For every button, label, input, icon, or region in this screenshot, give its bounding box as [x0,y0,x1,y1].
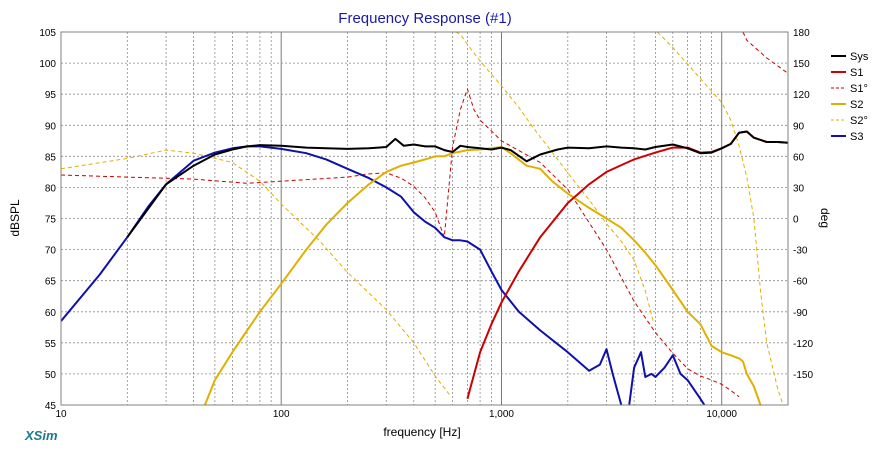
x-axis-label: frequency [Hz] [383,425,460,439]
y2-axis-ticks: -150 -120 -90 -60 -30 0 30 60 90 120 150 180 [793,28,813,381]
legend-entry: S1° [850,83,868,95]
legend-entry: S1 [850,67,863,79]
series-line-s2 [203,146,762,405]
y2-tick-label: -30 [793,246,808,257]
y-tick-label: 75 [45,215,57,226]
y2-tick-label: 150 [793,59,810,70]
chart-title: Frequency Response (#1) [338,10,511,27]
x-tick-label: 10,000 [706,409,737,420]
y2-tick-label: 120 [793,90,810,101]
x-tick-label: 1,000 [489,409,514,420]
y2-tick-label: -90 [793,308,808,319]
y-tick-label: 45 [45,401,57,412]
y-tick-label: 55 [45,339,57,350]
y2-axis-label: deg [818,208,832,228]
y-tick-label: 60 [45,308,57,319]
legend-entry: Sys [850,51,869,63]
y-tick-label: 80 [45,183,57,194]
y-tick-label: 90 [45,121,57,132]
y-tick-label: 65 [45,277,57,288]
y2-tick-label: 0 [793,215,799,226]
y-tick-label: 95 [45,90,57,101]
y2-tick-label: -150 [793,370,813,381]
y-tick-label: 50 [45,370,57,381]
plot-frame [60,31,789,406]
y2-tick-label: -120 [793,339,813,350]
x-axis-ticks: 10 100 1,000 10,000 [55,409,737,420]
x-tick-label: 100 [273,409,290,420]
x-tick-label: 10 [55,409,67,420]
y-tick-label: 70 [45,246,57,257]
y-tick-label: 100 [39,59,56,70]
legend-entry: S2° [850,115,868,127]
y2-tick-label: -60 [793,277,808,288]
legend-entry: S3 [850,131,863,143]
y-axis-label: dBSPL [8,199,22,237]
series-line-sys [126,130,788,238]
y-tick-label: 105 [39,28,56,39]
xsim-brand: XSim [24,428,58,443]
y2-tick-label: 90 [793,121,805,132]
y2-tick-label: 180 [793,28,810,39]
legend-entry: S2 [850,99,863,111]
series-layer [61,32,788,405]
y-tick-label: 85 [45,152,57,163]
y2-tick-label: 30 [793,183,805,194]
legend: Sys S1 S1° S2 S2° S3 [831,51,869,143]
series-line-s1-phase [61,32,788,398]
y-axis-ticks: 45 50 55 60 65 70 75 80 85 90 95 100 105 [39,28,56,412]
y2-tick-label: 60 [793,152,805,163]
